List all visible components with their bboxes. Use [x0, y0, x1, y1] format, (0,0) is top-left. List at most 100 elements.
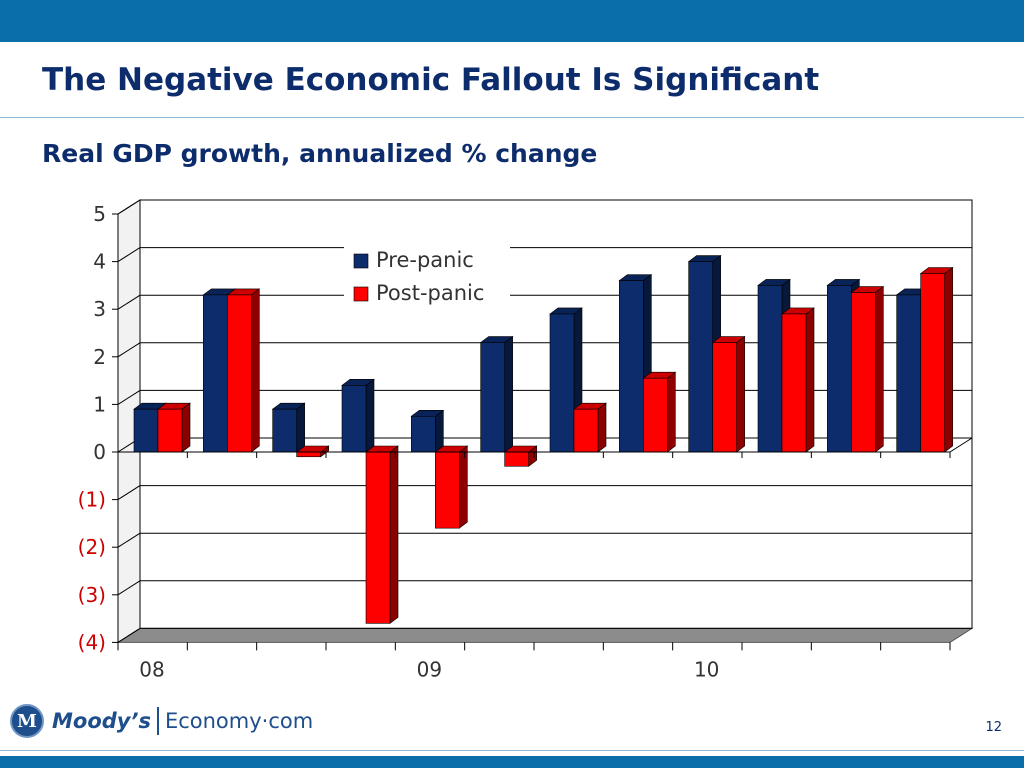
title-divider: [0, 117, 1024, 118]
bar-side: [875, 285, 884, 453]
bars: [133, 255, 954, 624]
bar-front: [504, 451, 529, 467]
y-tick-label: (1): [78, 488, 106, 512]
gridline-side: [117, 247, 141, 263]
bar-front: [227, 294, 252, 453]
bar-front: [851, 292, 876, 453]
bar-front: [688, 261, 713, 453]
moodys-economy-logo: M Moody’s Economy·com: [10, 700, 313, 742]
bar-side: [805, 307, 815, 453]
bar-side: [435, 409, 444, 453]
top-accent-bar: [0, 0, 1024, 42]
legend-swatch: [353, 253, 369, 269]
x-group-label: 08: [139, 657, 164, 681]
bar: [781, 307, 815, 453]
bar-front: [133, 408, 159, 453]
bar-side: [459, 445, 468, 529]
bar-front: [435, 451, 460, 529]
chart-subtitle: Real GDP growth, annualized % change: [42, 139, 598, 168]
y-tick-label: (3): [78, 583, 106, 607]
gridline-side: [117, 199, 141, 215]
bar-front: [781, 313, 807, 453]
gridline-side: [117, 294, 141, 310]
moodys-seal-icon: M: [10, 704, 44, 738]
bar-front: [365, 451, 391, 624]
bar-front: [712, 342, 737, 453]
bar-front: [827, 285, 852, 453]
bar: [549, 307, 583, 453]
bar-side: [389, 445, 399, 624]
bar: [479, 335, 514, 453]
bar: [157, 402, 191, 453]
bar: [295, 445, 330, 458]
bar: [226, 288, 261, 453]
legend-label: Pre-panic: [376, 248, 474, 272]
bar-side: [251, 288, 260, 453]
bar-side: [365, 378, 375, 453]
logo-brand-text: Moody’s: [52, 709, 151, 733]
bar: [711, 335, 746, 453]
bar-side: [296, 402, 305, 453]
y-tick-label: 5: [93, 202, 106, 226]
gridline-side: [117, 580, 141, 596]
bar: [919, 266, 954, 453]
y-tick-label: 3: [93, 297, 106, 321]
bottom-accent-bar: [0, 756, 1024, 768]
bar: [271, 402, 306, 453]
bar-side: [736, 335, 745, 453]
chart-floor: [116, 627, 974, 643]
bar: [365, 445, 399, 624]
bar-front: [480, 342, 505, 453]
bar-front: [896, 294, 921, 453]
bar-front: [272, 408, 297, 453]
bar-front: [157, 408, 183, 453]
y-tick-label: 4: [93, 250, 106, 274]
bar-side: [667, 371, 676, 453]
bar: [410, 409, 445, 453]
bar: [573, 402, 607, 453]
x-group-label: 09: [417, 657, 442, 681]
page-number: 12: [985, 720, 1002, 735]
slide-title: The Negative Economic Fallout Is Signifi…: [42, 62, 820, 98]
gridline-side: [117, 485, 141, 501]
bar-front: [619, 280, 644, 453]
bar: [434, 445, 469, 529]
bar-front: [411, 415, 436, 453]
y-tick-label: (4): [78, 630, 106, 654]
y-tick-label: 1: [93, 392, 106, 416]
legend-label: Post-panic: [376, 281, 484, 305]
gridline-side: [117, 342, 141, 358]
legend-box: [344, 243, 510, 309]
bar-side: [597, 402, 607, 453]
bar-front: [757, 285, 783, 453]
y-tick-label: 0: [93, 440, 106, 464]
y-tick-label: (2): [78, 535, 106, 559]
bar-front: [296, 451, 321, 458]
bar-front: [203, 294, 228, 453]
bar-side: [944, 266, 953, 453]
logo-divider: [156, 707, 159, 735]
legend: Pre-panic Post-panic: [344, 243, 510, 309]
legend-swatch: [353, 286, 369, 302]
gridline-side: [117, 532, 141, 548]
logo-site-text: Economy·com: [164, 709, 314, 733]
gridline-side: [117, 627, 141, 643]
bar: [503, 445, 538, 467]
bar-front: [573, 408, 599, 453]
bar-front: [341, 385, 367, 453]
zero-line-side: [949, 437, 973, 453]
bar-front: [643, 377, 668, 453]
bar: [341, 378, 375, 453]
gridline-side: [117, 389, 141, 405]
bar-side: [504, 335, 513, 453]
y-tick-label: 2: [93, 345, 106, 369]
x-group-label: 10: [694, 657, 719, 681]
bar-side: [181, 402, 191, 453]
bar-front: [549, 313, 575, 453]
footer-divider: [0, 750, 1024, 751]
bar: [642, 371, 677, 453]
bar-front: [920, 273, 945, 453]
bar: [850, 285, 885, 453]
